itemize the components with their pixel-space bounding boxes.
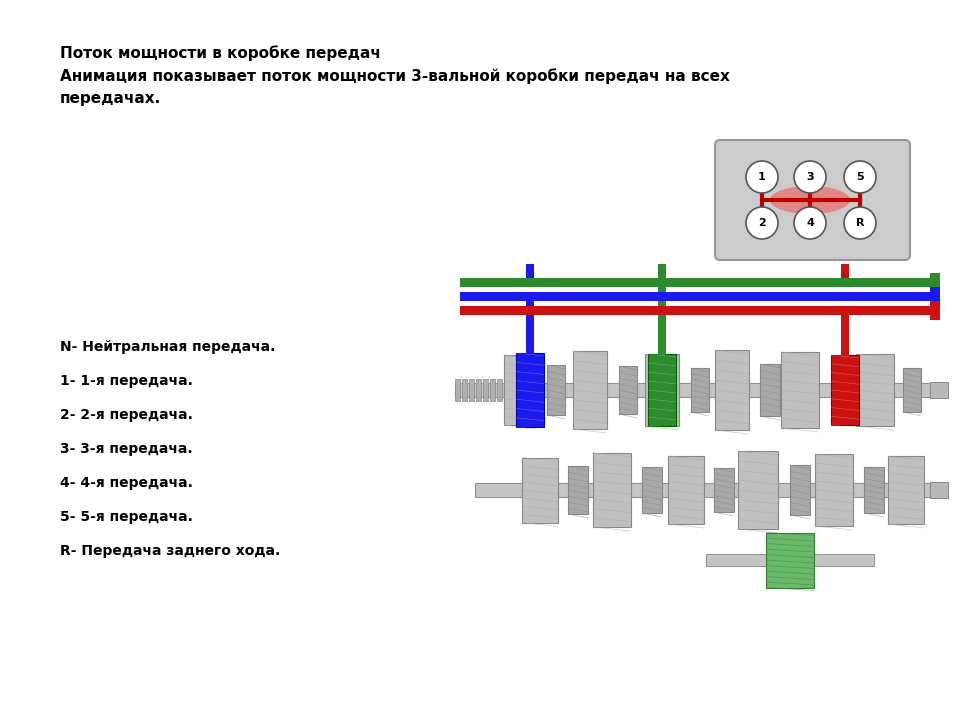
Text: 2- 2-я передача.: 2- 2-я передача. bbox=[60, 408, 193, 422]
Bar bbox=[714, 468, 734, 512]
Circle shape bbox=[746, 161, 778, 193]
Bar bbox=[648, 354, 676, 426]
Bar bbox=[668, 456, 704, 524]
Text: 4: 4 bbox=[806, 218, 814, 228]
Circle shape bbox=[794, 161, 826, 193]
Bar bbox=[462, 379, 467, 401]
Bar bbox=[930, 273, 940, 292]
Bar bbox=[930, 482, 948, 498]
Bar bbox=[645, 354, 679, 426]
Bar bbox=[856, 354, 894, 426]
Text: R- Передача заднего хода.: R- Передача заднего хода. bbox=[60, 544, 280, 558]
Bar bbox=[475, 483, 930, 497]
Bar bbox=[516, 353, 544, 427]
Bar bbox=[483, 379, 488, 401]
Bar bbox=[841, 315, 849, 380]
Bar bbox=[790, 465, 810, 515]
Bar bbox=[658, 264, 666, 278]
Bar bbox=[841, 264, 849, 278]
Bar bbox=[706, 554, 874, 566]
Bar bbox=[476, 379, 481, 401]
Bar bbox=[658, 287, 666, 380]
Bar bbox=[760, 364, 780, 416]
Circle shape bbox=[746, 207, 778, 239]
Text: 5: 5 bbox=[856, 172, 864, 182]
Bar bbox=[547, 365, 565, 415]
Text: Анимация показывает поток мощности 3-вальной коробки передач на всех: Анимация показывает поток мощности 3-вал… bbox=[60, 68, 730, 84]
Bar bbox=[497, 379, 502, 401]
Bar bbox=[526, 301, 534, 380]
Bar bbox=[504, 355, 536, 425]
Text: 5- 5-я передача.: 5- 5-я передача. bbox=[60, 510, 193, 524]
Bar bbox=[522, 457, 558, 523]
Text: 3- 3-я передача.: 3- 3-я передача. bbox=[60, 442, 193, 456]
Bar bbox=[460, 292, 930, 301]
Text: 3: 3 bbox=[806, 172, 814, 182]
Bar bbox=[526, 264, 534, 278]
Bar bbox=[691, 368, 709, 412]
Text: 1- 1-я передача.: 1- 1-я передача. bbox=[60, 374, 193, 388]
Bar bbox=[781, 352, 819, 428]
Bar bbox=[766, 533, 814, 588]
Bar bbox=[738, 451, 778, 529]
Bar bbox=[903, 368, 921, 412]
Bar bbox=[832, 365, 852, 415]
Text: передачах.: передачах. bbox=[60, 91, 161, 106]
Text: 1: 1 bbox=[758, 172, 766, 182]
Bar bbox=[888, 456, 924, 524]
Bar bbox=[573, 351, 607, 429]
Circle shape bbox=[844, 161, 876, 193]
Circle shape bbox=[844, 207, 876, 239]
Bar bbox=[930, 382, 948, 398]
Bar bbox=[568, 466, 588, 514]
Bar bbox=[460, 306, 930, 315]
FancyBboxPatch shape bbox=[715, 140, 910, 260]
Bar bbox=[455, 383, 930, 397]
Text: R: R bbox=[855, 218, 864, 228]
Bar bbox=[930, 287, 940, 306]
Text: 2: 2 bbox=[758, 218, 766, 228]
Bar bbox=[469, 379, 474, 401]
Text: N- Нейтральная передача.: N- Нейтральная передача. bbox=[60, 340, 276, 354]
Bar bbox=[831, 355, 859, 425]
Text: Поток мощности в коробке передач: Поток мощности в коробке передач bbox=[60, 45, 381, 60]
Bar bbox=[460, 278, 930, 287]
Circle shape bbox=[794, 207, 826, 239]
Bar bbox=[715, 350, 749, 430]
Bar bbox=[619, 366, 637, 414]
Bar bbox=[455, 379, 460, 401]
Bar bbox=[642, 467, 662, 513]
Bar bbox=[593, 453, 631, 527]
Bar bbox=[490, 379, 495, 401]
Ellipse shape bbox=[770, 186, 850, 214]
Text: 4- 4-я передача.: 4- 4-я передача. bbox=[60, 476, 193, 490]
Bar bbox=[815, 454, 853, 526]
Bar bbox=[930, 301, 940, 320]
Bar bbox=[864, 467, 884, 513]
